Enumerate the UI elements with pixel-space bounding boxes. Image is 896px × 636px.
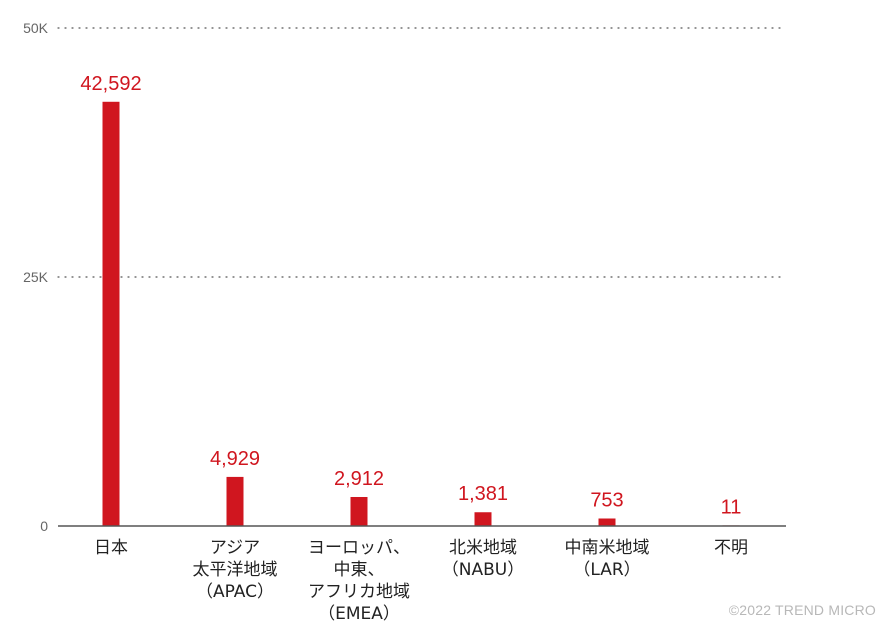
category-label-line: アジア xyxy=(210,538,260,558)
category-label-4: 中南米地域（LAR） xyxy=(565,538,650,580)
bar-2 xyxy=(350,496,368,526)
category-label-line: ヨーロッパ、 xyxy=(308,538,410,558)
category-label-2: ヨーロッパ、中東、アフリカ地域（EMEA） xyxy=(308,538,410,624)
bar-3 xyxy=(474,512,492,526)
value-label-0: 42,592 xyxy=(80,73,141,95)
category-label-line: （EMEA） xyxy=(318,604,400,624)
copyright-notice: ©2022 TREND MICRO xyxy=(728,602,876,618)
category-label-1: アジア太平洋地域（APAC） xyxy=(193,538,278,602)
category-label-line: 日本 xyxy=(94,538,128,558)
y-tick-label-2: 50K xyxy=(23,20,49,36)
bar-4 xyxy=(598,518,616,526)
bar-1 xyxy=(226,476,244,526)
category-label-line: 中東、 xyxy=(334,560,385,580)
category-label-line: 太平洋地域 xyxy=(193,560,278,580)
bar-0 xyxy=(102,101,120,526)
value-label-5: 11 xyxy=(721,496,742,518)
category-label-line: （LAR） xyxy=(573,560,640,580)
category-label-line: 不明 xyxy=(714,538,748,558)
value-label-1: 4,929 xyxy=(210,448,260,470)
value-label-4: 753 xyxy=(590,490,623,512)
category-label-line: （APAC） xyxy=(196,582,274,602)
category-label-3: 北米地域（NABU） xyxy=(442,538,524,580)
category-label-line: 北米地域 xyxy=(449,538,517,558)
category-label-0: 日本 xyxy=(94,538,128,558)
category-label-5: 不明 xyxy=(714,538,748,558)
value-label-2: 2,912 xyxy=(334,468,384,490)
y-tick-label-1: 25K xyxy=(23,269,49,285)
category-label-line: 中南米地域 xyxy=(565,538,650,558)
category-label-line: アフリカ地域 xyxy=(308,582,410,602)
category-label-line: （NABU） xyxy=(442,560,524,580)
value-label-3: 1,381 xyxy=(458,483,508,505)
y-tick-label-0: 0 xyxy=(40,518,48,534)
